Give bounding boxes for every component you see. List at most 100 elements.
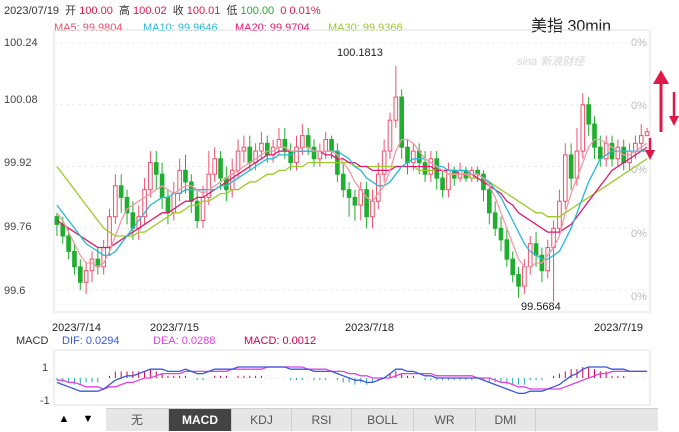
candle-down — [399, 96, 404, 148]
price-frame — [53, 29, 651, 313]
ma30-line — [56, 158, 648, 237]
ma5-line — [56, 138, 648, 268]
chart-title: 美指 30min — [531, 18, 612, 35]
candle-down — [189, 181, 194, 202]
candle-up — [142, 189, 147, 218]
candle-up — [375, 173, 381, 202]
header-high-label: 高 — [118, 5, 130, 17]
candle-down — [598, 146, 603, 160]
header-low-label: 低 — [226, 5, 238, 17]
candle-down — [305, 135, 311, 148]
candle-up — [522, 266, 527, 287]
up-arrow-head — [653, 70, 669, 84]
candle-up — [393, 96, 399, 121]
header-close-label: 收 — [172, 5, 184, 17]
macd-y-tick: -1 — [40, 395, 50, 407]
candle-down — [440, 177, 445, 191]
header-open-value: 100.00 — [79, 5, 113, 17]
candle-up — [89, 258, 95, 272]
tab-dmi[interactable]: DMI — [476, 409, 536, 431]
y-tick-label: 100.24 — [4, 37, 38, 49]
scroll-up-button[interactable]: ▲ — [58, 413, 70, 425]
candle-down — [247, 146, 253, 164]
candle-down — [183, 169, 188, 183]
right-tick-label: 0% — [631, 228, 647, 240]
header-bar: 2023/07/19 开 100.00 高 100.02 收 100.01 低 … — [4, 5, 321, 17]
y-tick-label: 99.92 — [4, 157, 32, 169]
candle-up — [300, 135, 305, 148]
candle-up — [294, 146, 299, 164]
candle-up — [113, 185, 118, 218]
down-arrow-head — [669, 116, 679, 126]
candle-up — [323, 138, 329, 152]
candle-up — [638, 135, 644, 144]
candle-down — [533, 243, 539, 256]
candle-down — [405, 146, 410, 164]
candle-down — [568, 154, 574, 179]
candle-down — [264, 142, 270, 156]
candle-up — [562, 154, 568, 202]
candle-up — [259, 142, 264, 152]
small-arrow-head — [645, 150, 655, 160]
candle-down — [224, 177, 229, 191]
candle-down — [434, 158, 440, 179]
low-annotation: 99.5684 — [521, 301, 561, 313]
header-open-label: 开 — [65, 5, 77, 17]
candle-up — [235, 150, 241, 171]
candle-up — [615, 146, 621, 160]
candle-down — [422, 162, 428, 175]
candle-down — [346, 189, 352, 198]
x-tick-label: 2023/7/14 — [52, 322, 101, 334]
header-change: 0 0.01% — [280, 5, 321, 17]
candle-down — [586, 104, 591, 125]
macd-dif-value: DIF: 0.0294 — [62, 335, 120, 347]
tab-kdj[interactable]: KDJ — [232, 409, 292, 431]
candle-down — [340, 173, 346, 191]
y-tick-label: 100.08 — [4, 94, 38, 106]
ma10-line — [56, 150, 648, 260]
candle-up — [276, 138, 282, 148]
candle-up — [83, 270, 89, 283]
indicator-tab-bar: 无 MACD KDJ RSI BOLL WR DMI — [106, 408, 658, 431]
right-tick-label: 0% — [631, 100, 647, 112]
candle-down — [510, 258, 515, 276]
candle-up — [148, 162, 153, 191]
high-annotation: 100.1813 — [337, 47, 383, 59]
tab-none[interactable]: 无 — [106, 409, 169, 431]
candle-down — [60, 223, 66, 237]
ma5-legend: MA5: 99.9804 — [54, 22, 123, 34]
header-high-value: 100.02 — [132, 5, 167, 17]
candle-down — [153, 162, 159, 175]
dif-line — [56, 366, 648, 395]
candle-up — [387, 119, 393, 152]
candle-down — [352, 196, 358, 206]
candle-down — [218, 158, 223, 179]
tab-wr[interactable]: WR — [414, 409, 476, 431]
tab-rsi[interactable]: RSI — [292, 409, 352, 431]
price-grid — [53, 29, 651, 313]
trend-arrows — [645, 70, 679, 160]
candle-down — [311, 146, 317, 160]
candle-down — [516, 274, 521, 287]
candle-down — [592, 123, 597, 148]
header-date: 2023/07/19 — [4, 5, 60, 17]
candle-up — [381, 150, 387, 175]
candle-down — [364, 189, 369, 218]
ma10-legend: MA10: 99.9646 — [143, 22, 218, 34]
tab-macd[interactable]: MACD — [169, 409, 232, 431]
scroll-down-button[interactable]: ▼ — [82, 413, 94, 425]
candle-down — [165, 196, 171, 214]
candle-down — [194, 200, 200, 222]
candle-down — [329, 138, 334, 152]
candlestick-series — [54, 66, 650, 302]
header-close-value: 100.01 — [186, 5, 221, 17]
tab-boll[interactable]: BOLL — [352, 409, 414, 431]
candle-down — [118, 185, 124, 198]
ma30-legend: MA30: 99.9366 — [328, 22, 403, 34]
candle-down — [72, 250, 77, 268]
macd-value: MACD: 0.0012 — [244, 335, 317, 347]
candle-down — [492, 212, 498, 229]
macd-y-tick: 1 — [42, 362, 49, 374]
candle-up — [241, 146, 247, 152]
